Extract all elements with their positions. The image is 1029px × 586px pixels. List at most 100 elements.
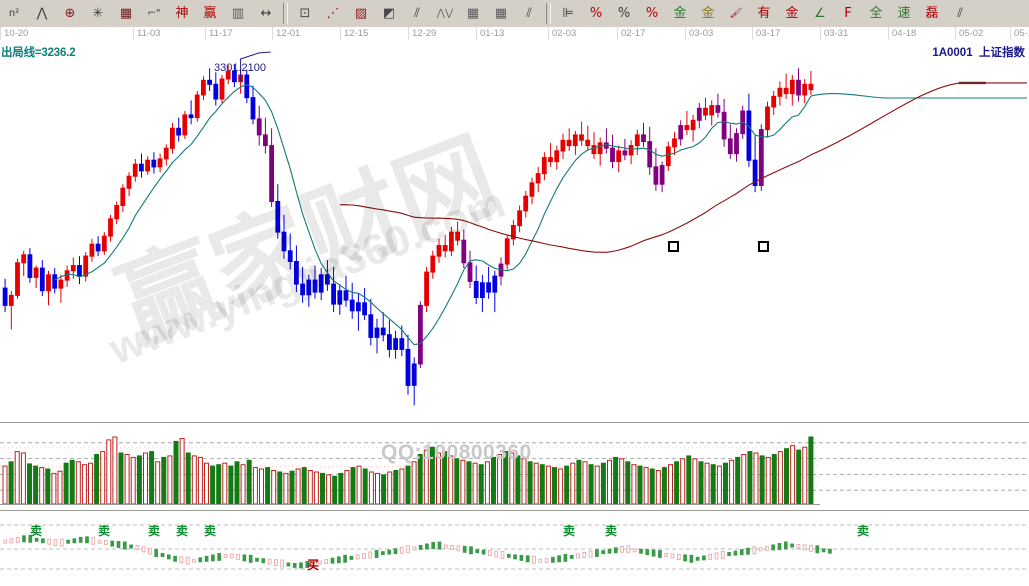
rect-frame-icon-glyph: ⊡ <box>299 6 311 21</box>
span-arrow-icon-glyph: ↔ <box>260 6 272 21</box>
pct-line-icon[interactable]: % <box>638 1 666 26</box>
date-axis-label: 12-01 <box>276 28 301 39</box>
f-slope-icon[interactable]: F <box>834 1 862 26</box>
symbol-name: 上证指数 <box>979 47 1025 59</box>
red-fan-icon[interactable]: ⋰ <box>319 1 347 26</box>
date-axis-label: 04-18 <box>892 28 917 39</box>
date-tick <box>408 27 409 40</box>
zigzag-icon[interactable]: ⋀⋁ <box>431 1 459 26</box>
sell-signal-label: 卖 <box>563 524 576 538</box>
cn-you-icon[interactable]: 有 <box>750 1 778 26</box>
date-tick <box>340 27 341 40</box>
cn-su-icon[interactable]: 速 <box>890 1 918 26</box>
cn-jin-icon[interactable]: 金 <box>778 1 806 26</box>
sell-signal-label: 卖 <box>148 524 161 538</box>
cn-lei-icon[interactable]: 磊 <box>918 1 946 26</box>
date-tick <box>888 27 889 40</box>
ink-brush-icon[interactable]: 🖌 <box>722 1 750 26</box>
date-tick <box>685 27 686 40</box>
gold-circle-icon-glyph: 金 <box>673 6 687 21</box>
sell-signal-label: 卖 <box>176 524 189 538</box>
date-tick <box>617 27 618 40</box>
cn-jin-icon-glyph: 金 <box>785 6 799 21</box>
fan-lines-icon-glyph: ⋀ <box>36 6 48 21</box>
gold-line-icon[interactable]: 金 <box>694 1 722 26</box>
rect-frame-icon[interactable]: ⊡ <box>291 1 319 26</box>
fan-lines-icon[interactable]: ⋀ <box>28 1 56 26</box>
selection-handle[interactable] <box>758 241 769 252</box>
gold-circle-icon[interactable]: 金 <box>666 1 694 26</box>
date-tick <box>133 27 134 40</box>
grid-box-icon[interactable]: ▦ <box>112 1 140 26</box>
date-axis: 10-20 11-03 11-17 12-01 12-15 12-29 01-13 02-03… <box>0 27 1029 42</box>
sell-signal-label: 卖 <box>204 524 217 538</box>
diag-box-icon[interactable]: ◩ <box>375 1 403 26</box>
starburst-icon-glyph: ✳ <box>92 6 104 21</box>
selection-handle[interactable] <box>668 241 679 252</box>
cn-shen-icon-glyph: 神 <box>175 6 189 21</box>
grid-dense2-icon-glyph: ▦ <box>494 6 508 21</box>
main-toolbar: n² ⋀ ⊕ ✳ ▦ ⌐" 神赢 ▥ ↔ ⊡ ⋰ ▨ ◩ ⫽ ⋀⋁ ▦ ▦ ⫽ ⊫%%% 金金 🖌 有金 ∠ F 全速磊 ⫽ <box>0 0 1029 28</box>
cn-ying-icon[interactable]: 赢 <box>196 1 224 26</box>
slope-up-icon-glyph: ∠ <box>814 6 826 21</box>
cn-shen-icon[interactable]: 神 <box>168 1 196 26</box>
symbol-code: 1A0001 <box>932 47 973 59</box>
peak-price-annotation: 3301.2100 <box>214 62 266 74</box>
crosshair-circle-icon-glyph: ⊕ <box>64 6 76 21</box>
sell-signal-label: 卖 <box>30 524 43 538</box>
date-tick <box>820 27 821 40</box>
date-tick <box>1010 27 1011 40</box>
double-slope-icon[interactable]: ⫽ <box>946 1 974 26</box>
volume-pane[interactable] <box>0 422 1029 511</box>
pct-line-icon-glyph: % <box>645 6 659 21</box>
cn-ying-icon-glyph: 赢 <box>203 6 217 21</box>
parallel-slope-icon-glyph: ⫽ <box>526 6 532 21</box>
volume-canvas <box>0 436 1029 505</box>
slope-up-icon[interactable]: ∠ <box>806 1 834 26</box>
f-slope-icon-glyph: F <box>844 6 852 21</box>
step-line-icon-glyph: ⌐" <box>147 7 161 19</box>
span-arrow-icon[interactable]: ↔ <box>252 1 280 26</box>
signal-canvas <box>0 524 1029 570</box>
ladder-grid-icon[interactable]: ▥ <box>224 1 252 26</box>
price-chart-pane[interactable]: 出局线=3236.2 1A0001 上证指数 3301.2100 <box>0 41 1029 422</box>
grid-box-icon-glyph: ▦ <box>119 6 133 21</box>
sell-signal-label: 卖 <box>605 524 618 538</box>
buy-signal-label: 买 <box>307 558 320 572</box>
date-axis-label: 02-03 <box>552 28 577 39</box>
crosshair-circle-icon[interactable]: ⊕ <box>56 1 84 26</box>
zigzag-icon-glyph: ⋀⋁ <box>436 7 454 19</box>
step-line-icon[interactable]: ⌐" <box>140 1 168 26</box>
starburst-icon[interactable]: ✳ <box>84 1 112 26</box>
green-slope-icon[interactable]: 全 <box>862 1 890 26</box>
date-axis-label: 05-02 <box>959 28 984 39</box>
red-fan-icon-glyph: ⋰ <box>326 6 340 21</box>
percent-icon-glyph: % <box>617 6 631 21</box>
diag-box-icon-glyph: ◩ <box>382 6 396 21</box>
date-axis-label: 02-17 <box>621 28 646 39</box>
symbol-label: 1A0001 上证指数 <box>932 44 1025 60</box>
slope-lines-icon-glyph: ⫽ <box>414 6 420 21</box>
date-axis-label: 11-03 <box>137 28 161 39</box>
date-tick <box>548 27 549 40</box>
sell-signal-label: 卖 <box>857 524 870 538</box>
percent-slope-icon[interactable]: % <box>582 1 610 26</box>
cn-su-icon-glyph: 速 <box>897 6 911 21</box>
date-tick <box>0 27 1 40</box>
n-squared-icon[interactable]: n² <box>0 1 28 26</box>
gold-line-icon-glyph: 金 <box>701 6 715 21</box>
date-axis-label: 03-03 <box>689 28 714 39</box>
grid-dense2-icon[interactable]: ▦ <box>487 1 515 26</box>
parallel-slope-icon[interactable]: ⫽ <box>515 1 543 26</box>
ladder-grid-icon-glyph: ▥ <box>231 6 245 21</box>
date-axis-label: 12-29 <box>412 28 437 39</box>
hatched-box-icon[interactable]: ▨ <box>347 1 375 26</box>
slope-lines-icon[interactable]: ⫽ <box>403 1 431 26</box>
date-axis-label: 01-13 <box>480 28 505 39</box>
green-slope-icon-glyph: 全 <box>869 6 883 21</box>
grid-dense-icon[interactable]: ▦ <box>459 1 487 26</box>
bar-compare-icon[interactable]: ⊫ <box>554 1 582 26</box>
date-tick <box>205 27 206 40</box>
percent-icon[interactable]: % <box>610 1 638 26</box>
signal-indicator-pane[interactable]: 卖 卖 卖 卖 卖买 卖 卖 卖 <box>0 510 1029 586</box>
